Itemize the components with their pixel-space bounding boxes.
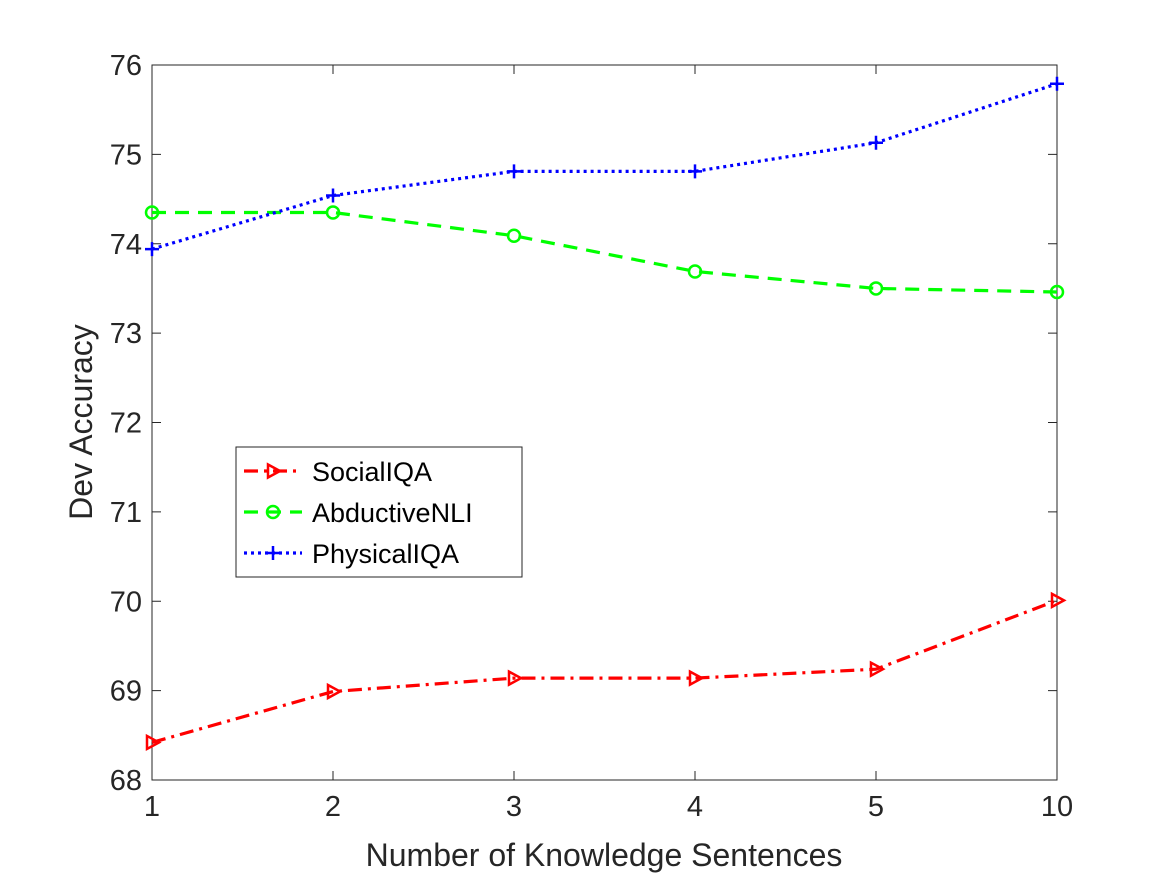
y-axis-title: Dev Accuracy xyxy=(63,324,99,520)
series-abductivenli xyxy=(144,205,1065,300)
x-tick-label: 1 xyxy=(144,791,160,823)
data-point-marker xyxy=(144,205,160,220)
data-point-marker xyxy=(687,264,703,279)
data-point-marker xyxy=(326,682,343,701)
series-physicaliqa xyxy=(145,76,1064,257)
y-tick-label: 70 xyxy=(110,586,142,618)
data-point-marker xyxy=(326,188,340,203)
data-point-marker xyxy=(507,164,521,179)
x-tick-label: 10 xyxy=(1041,791,1073,823)
data-point-marker xyxy=(868,281,884,296)
data-point-marker xyxy=(869,660,886,678)
legend-item: PhysicalIQA xyxy=(244,539,459,569)
y-tick-label: 69 xyxy=(110,676,142,708)
y-tick-label: 73 xyxy=(110,318,142,350)
data-point-marker xyxy=(1050,76,1064,91)
plot-area xyxy=(151,64,1058,781)
data-point-marker xyxy=(266,546,280,560)
legend-label: AbductiveNLI xyxy=(312,498,473,528)
y-tick-label: 76 xyxy=(110,50,142,82)
data-point-marker xyxy=(145,242,159,257)
y-tick-label: 75 xyxy=(110,139,142,171)
legend-box xyxy=(235,446,523,578)
legend: SocialIQA AbductiveNLI PhysicalIQA xyxy=(235,446,523,578)
legend-item: AbductiveNLI xyxy=(244,498,473,528)
x-tick-label: 3 xyxy=(506,791,522,823)
legend-label: SocialIQA xyxy=(312,457,432,487)
x-tick-label: 2 xyxy=(325,791,341,823)
y-tick-label: 68 xyxy=(110,765,142,797)
legend-item: SocialIQA xyxy=(244,457,432,487)
data-point-marker xyxy=(325,205,341,220)
series-line xyxy=(151,598,1058,745)
x-tick-label: 5 xyxy=(868,791,884,823)
x-tick-label: 4 xyxy=(687,791,703,823)
data-point-marker xyxy=(1049,284,1065,300)
data-point-marker xyxy=(266,462,283,480)
data-point-marker xyxy=(145,733,162,752)
y-tick-label: 71 xyxy=(110,497,142,529)
series-layer xyxy=(144,76,1067,752)
data-point-marker xyxy=(688,164,702,179)
data-point-marker xyxy=(506,228,522,243)
data-point-marker xyxy=(507,669,524,687)
series-socialiqa xyxy=(145,591,1067,752)
axis-tick-labels: 1 2 3 4 5 10 68 69 70 71 72 73 74 75 76 xyxy=(110,50,1073,823)
data-point-marker xyxy=(265,504,281,520)
y-tick-label: 74 xyxy=(110,229,142,261)
x-axis-title: Number of Knowledge Sentences xyxy=(366,837,843,873)
data-point-marker xyxy=(1050,591,1067,609)
data-point-marker xyxy=(688,669,705,687)
y-tick-label: 72 xyxy=(110,408,142,440)
data-point-marker xyxy=(869,135,883,150)
series-line xyxy=(152,210,1058,294)
legend-label: PhysicalIQA xyxy=(312,539,459,569)
